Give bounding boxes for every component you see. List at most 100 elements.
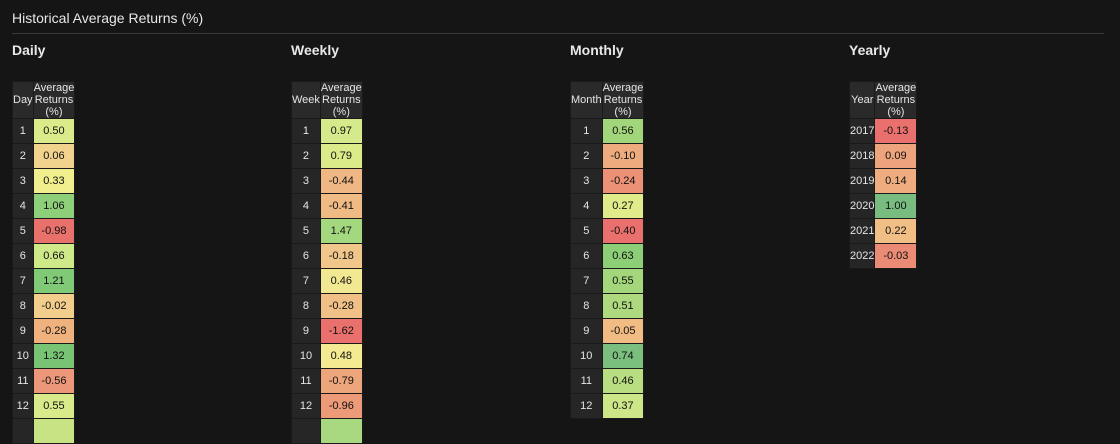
row-key-cell: 2017 bbox=[848, 118, 876, 144]
row-key-cell: 6 bbox=[570, 243, 603, 269]
table-row bbox=[291, 418, 363, 444]
row-key-cell: 5 bbox=[12, 218, 34, 244]
table-row: 11 0.46 bbox=[570, 368, 645, 394]
return-value-cell: 0.27 bbox=[601, 193, 645, 219]
row-key-cell: 9 bbox=[291, 318, 321, 344]
column-header-key[interactable]: Week bbox=[291, 81, 321, 119]
row-key-cell: 5 bbox=[570, 218, 603, 244]
table-row: 11 -0.79 bbox=[291, 368, 363, 394]
table-row: 12 0.55 bbox=[12, 393, 76, 419]
column-header-key[interactable]: Year bbox=[848, 81, 876, 119]
table-row: 7 0.46 bbox=[291, 268, 363, 294]
table-row: 3 -0.44 bbox=[291, 168, 363, 194]
table-row: 9 -0.05 bbox=[570, 318, 645, 344]
row-key-cell: 2 bbox=[570, 143, 603, 169]
row-key-cell: 5 bbox=[291, 218, 321, 244]
row-key-cell: 3 bbox=[12, 168, 34, 194]
table-row: 1 0.50 bbox=[12, 118, 76, 144]
return-value-cell: 0.22 bbox=[874, 218, 918, 244]
column-header-value[interactable]: Average Returns (%) bbox=[319, 81, 363, 119]
return-value-cell: -0.05 bbox=[601, 318, 645, 344]
return-value-cell: 0.33 bbox=[32, 168, 76, 194]
row-key-cell: 2021 bbox=[848, 218, 876, 244]
table-row: 4 1.06 bbox=[12, 193, 76, 219]
row-key-cell: 11 bbox=[291, 368, 321, 394]
panel-title: Yearly bbox=[849, 42, 891, 58]
return-value-cell: 0.55 bbox=[32, 393, 76, 419]
weekly-table: Week Average Returns (%) 1 0.97 2 0.79 3 -0.4… bbox=[291, 81, 363, 444]
table-row: 6 0.63 bbox=[570, 243, 645, 269]
panel-title: Daily bbox=[12, 42, 46, 58]
return-value-cell: -0.44 bbox=[319, 168, 363, 194]
return-value-cell: -0.03 bbox=[874, 243, 918, 269]
table-row: 2017 -0.13 bbox=[848, 118, 918, 144]
row-key-cell: 2 bbox=[291, 143, 321, 169]
row-key-cell: 9 bbox=[570, 318, 603, 344]
return-value-cell: -0.28 bbox=[319, 293, 363, 319]
table-row: 8 0.51 bbox=[570, 293, 645, 319]
table-row: 12 -0.96 bbox=[291, 393, 363, 419]
table-row: 1 0.97 bbox=[291, 118, 363, 144]
row-key-cell: 6 bbox=[12, 243, 34, 269]
table-row: 10 1.32 bbox=[12, 343, 76, 369]
return-value-cell: -0.40 bbox=[601, 218, 645, 244]
table-row: 8 -0.28 bbox=[291, 293, 363, 319]
column-header-key[interactable]: Month bbox=[570, 81, 603, 119]
panel-title: Monthly bbox=[570, 42, 624, 58]
table-row: 5 1.47 bbox=[291, 218, 363, 244]
column-header-key[interactable]: Day bbox=[12, 81, 34, 119]
row-key-cell: 2020 bbox=[848, 193, 876, 219]
return-value-cell: -0.96 bbox=[319, 393, 363, 419]
return-value-cell: 0.48 bbox=[319, 343, 363, 369]
table-row: 2020 1.00 bbox=[848, 193, 918, 219]
row-key-cell: 7 bbox=[12, 268, 34, 294]
table-row: 7 1.21 bbox=[12, 268, 76, 294]
table-row: 6 -0.18 bbox=[291, 243, 363, 269]
return-value-cell: 0.63 bbox=[601, 243, 645, 269]
table-row: 9 -0.28 bbox=[12, 318, 76, 344]
table-row: 11 -0.56 bbox=[12, 368, 76, 394]
return-value-cell: 0.06 bbox=[32, 143, 76, 169]
table-row: 2 0.79 bbox=[291, 143, 363, 169]
return-value-cell: -0.28 bbox=[32, 318, 76, 344]
row-key-cell: 11 bbox=[570, 368, 603, 394]
table-row: 7 0.55 bbox=[570, 268, 645, 294]
row-key-cell: 12 bbox=[12, 393, 34, 419]
row-key-cell: 2022 bbox=[848, 243, 876, 269]
row-key-cell: 7 bbox=[570, 268, 603, 294]
return-value-cell: 0.51 bbox=[601, 293, 645, 319]
table-row: 2 -0.10 bbox=[570, 143, 645, 169]
table-row: 6 0.66 bbox=[12, 243, 76, 269]
row-key-cell: 2 bbox=[12, 143, 34, 169]
return-value-cell: -0.13 bbox=[874, 118, 918, 144]
return-value-cell: 0.46 bbox=[319, 268, 363, 294]
row-key-cell: 1 bbox=[291, 118, 321, 144]
row-key-cell: 9 bbox=[12, 318, 34, 344]
row-key-cell: 3 bbox=[570, 168, 603, 194]
table-row: 4 0.27 bbox=[570, 193, 645, 219]
table-row: 2021 0.22 bbox=[848, 218, 918, 244]
table-row: 4 -0.41 bbox=[291, 193, 363, 219]
return-value-cell: -1.62 bbox=[319, 318, 363, 344]
column-header-value[interactable]: Average Returns (%) bbox=[874, 81, 918, 119]
row-key-cell: 11 bbox=[12, 368, 34, 394]
column-header-value[interactable]: Average Returns (%) bbox=[32, 81, 76, 119]
return-value-cell: 0.74 bbox=[601, 343, 645, 369]
column-header-value[interactable]: Average Returns (%) bbox=[601, 81, 645, 119]
return-value-cell: 0.79 bbox=[319, 143, 363, 169]
table-row bbox=[12, 418, 76, 444]
panel-title: Weekly bbox=[291, 42, 339, 58]
return-value-cell bbox=[319, 418, 363, 444]
table-row: 2019 0.14 bbox=[848, 168, 918, 194]
table-row: 3 -0.24 bbox=[570, 168, 645, 194]
return-value-cell: -0.41 bbox=[319, 193, 363, 219]
row-key-cell: 2019 bbox=[848, 168, 876, 194]
table-row: 9 -1.62 bbox=[291, 318, 363, 344]
row-key-cell: 1 bbox=[570, 118, 603, 144]
row-key-cell: 8 bbox=[570, 293, 603, 319]
return-value-cell: -0.98 bbox=[32, 218, 76, 244]
return-value-cell: 0.66 bbox=[32, 243, 76, 269]
monthly-table: Month Average Returns (%) 1 0.56 2 -0.10 3 -0… bbox=[570, 81, 645, 419]
return-value-cell: 1.47 bbox=[319, 218, 363, 244]
table-row: 1 0.56 bbox=[570, 118, 645, 144]
